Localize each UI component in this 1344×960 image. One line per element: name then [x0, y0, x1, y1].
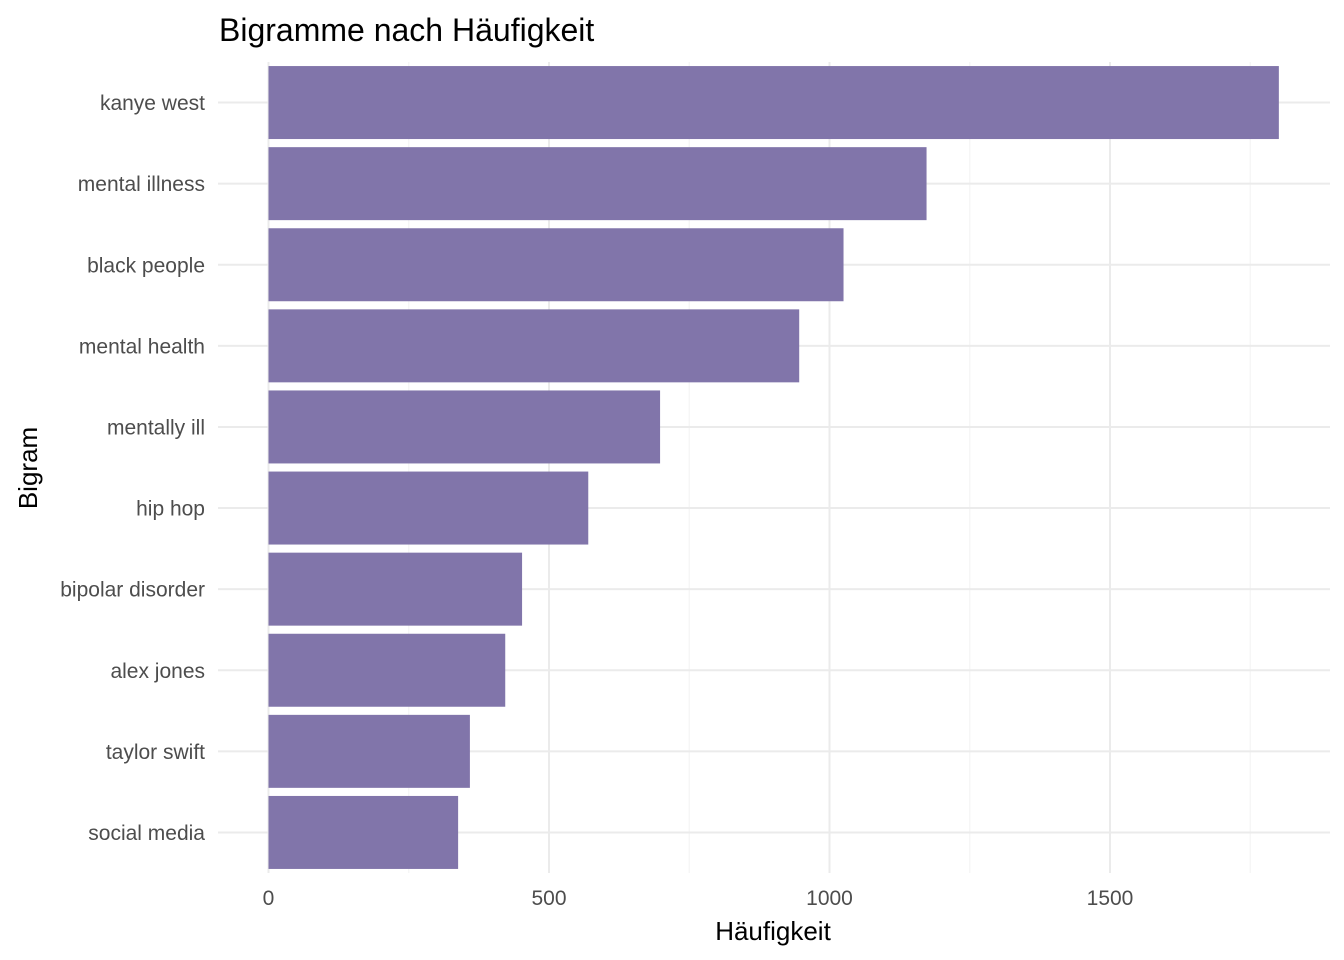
y-tick-label: mental health — [79, 335, 205, 358]
x-tick-label: 0 — [263, 887, 275, 910]
bar — [268, 390, 661, 464]
bar — [268, 471, 589, 545]
bar — [268, 66, 1279, 140]
y-tick-label: mentally ill — [107, 416, 205, 439]
chart-title: Bigramme nach Häufigkeit — [219, 12, 594, 48]
x-tick-labels: 0 500 1000 1500 — [263, 887, 1134, 910]
y-tick-labels: kanye west mental illness black people ment… — [60, 92, 205, 845]
x-tick-label: 1500 — [1087, 887, 1134, 910]
bar — [268, 309, 800, 383]
y-tick-label: black people — [87, 254, 205, 277]
x-tick-label: 500 — [531, 887, 566, 910]
y-tick-label: kanye west — [100, 92, 205, 115]
y-tick-label: hip hop — [136, 498, 205, 521]
y-tick-label: social media — [88, 822, 205, 845]
bar — [268, 228, 844, 302]
x-axis-title: Häufigkeit — [715, 916, 831, 946]
bar — [268, 795, 459, 869]
y-axis-title: Bigram — [13, 427, 43, 509]
bar — [268, 714, 470, 788]
bars-layer — [268, 66, 1279, 869]
y-tick-label: bipolar disorder — [60, 579, 205, 602]
y-tick-label: mental illness — [78, 173, 205, 196]
bar — [268, 552, 523, 626]
y-tick-label: alex jones — [110, 660, 205, 683]
y-tick-label: taylor swift — [106, 741, 205, 764]
bar — [268, 633, 506, 707]
bar — [268, 147, 927, 221]
x-tick-label: 1000 — [806, 887, 853, 910]
